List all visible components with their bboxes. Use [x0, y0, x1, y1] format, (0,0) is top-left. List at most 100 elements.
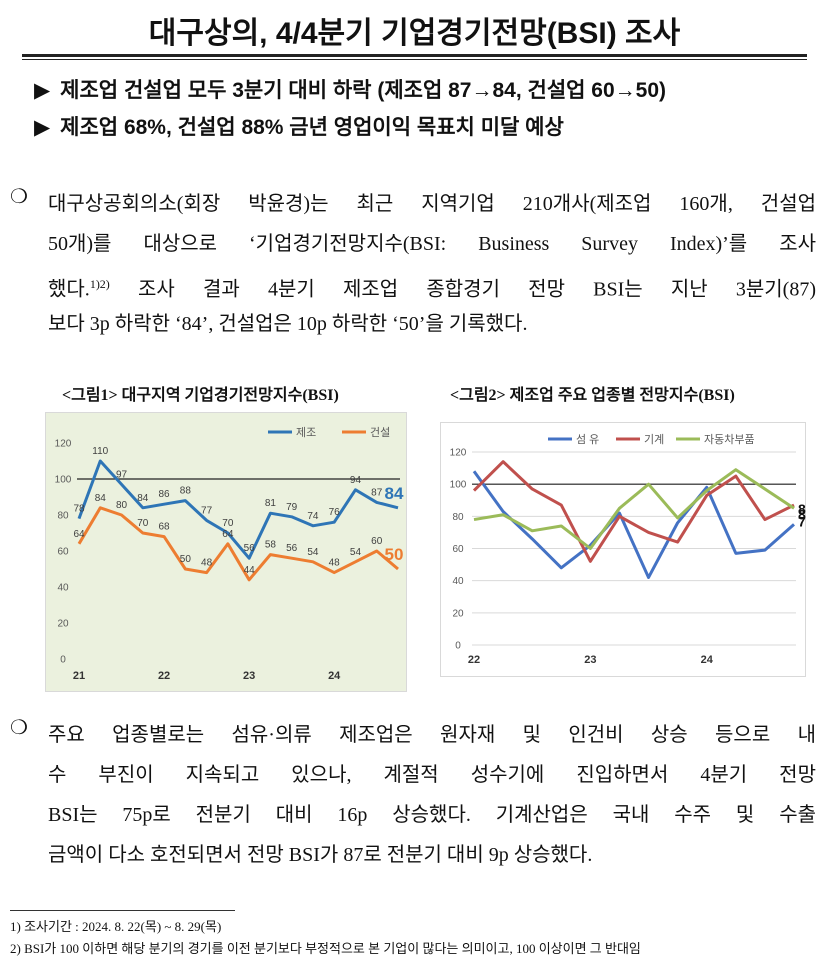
- series-line: [472, 470, 795, 579]
- data-label: 79: [286, 502, 298, 513]
- marker: ❍: [10, 186, 28, 208]
- chart-background: [45, 412, 407, 692]
- data-label: 78: [73, 504, 85, 515]
- text-line: 수 부진이 지속되고 있으나, 계절적 성수기에 진입하면서 4분기 전망: [48, 764, 816, 786]
- text: 조사 결과 4분기 제조업 종합경기 전망 BSI는 지난 3분기(87): [109, 278, 816, 301]
- y-tick-label: 20: [57, 619, 69, 630]
- y-tick-label: 0: [455, 641, 461, 652]
- footnote-ref: 1)2): [89, 277, 110, 291]
- data-label: 54: [350, 547, 362, 558]
- data-label: 48: [329, 558, 341, 569]
- y-tick-label: 100: [55, 475, 72, 486]
- y-tick-label: 40: [57, 583, 69, 594]
- y-tick-label: 20: [452, 608, 464, 619]
- data-label: 80: [116, 500, 128, 511]
- text-line: 50개)를 대상으로 ‘기업경기전망지수(BSI: Business Surve…: [48, 233, 816, 255]
- x-tick-label: 24: [701, 654, 714, 666]
- data-label: 44: [244, 565, 256, 576]
- data-label: 74: [307, 511, 319, 522]
- data-label: 84: [137, 493, 149, 504]
- data-label: 87: [798, 501, 806, 517]
- data-label: 56: [286, 543, 298, 554]
- data-label: 48: [201, 558, 213, 569]
- data-label: 110: [92, 446, 108, 457]
- data-label: 60: [371, 536, 383, 547]
- bullet: ▶ 제조업 68%, 건설업 88% 금년 영업이익 목표치 미달 예상: [34, 111, 564, 141]
- data-label: 97: [116, 469, 128, 480]
- data-label: 64: [73, 529, 85, 540]
- chart-background: [440, 422, 806, 677]
- series-line: [473, 468, 795, 550]
- data-label: 76: [329, 507, 341, 518]
- data-label: 58: [265, 540, 277, 551]
- series-line: [77, 459, 399, 560]
- x-tick-label: 23: [243, 670, 255, 682]
- data-label: 50: [385, 545, 404, 564]
- marker: ▶: [34, 79, 51, 102]
- data-label: 87: [371, 487, 383, 498]
- x-tick-label: 21: [73, 670, 85, 682]
- title: 대구상의, 4/4분기 기업경기전망(BSI) 조사: [148, 17, 681, 50]
- x-tick-label: 22: [468, 654, 480, 666]
- paragraph: ❍ 대구상공회의소(회장 박윤경)는 최근 지역기업 210개사(제조업 160개…: [10, 184, 816, 344]
- y-tick-label: 60: [57, 547, 69, 558]
- series-line: [472, 460, 795, 563]
- data-label: 84: [95, 493, 107, 504]
- bullet-text: 제조업 건설업 모두 3분기 대비 하락 (제조업 87→84, 건설업 60→…: [60, 79, 666, 102]
- data-label: 50: [180, 554, 192, 565]
- legend-label: 건설: [370, 426, 390, 439]
- rule: [22, 59, 807, 60]
- data-label: 81: [265, 498, 277, 509]
- rule: [10, 910, 235, 911]
- data-label: 70: [137, 518, 149, 529]
- data-label: 75: [798, 513, 806, 529]
- y-tick-label: 80: [57, 511, 69, 522]
- y-tick-label: 60: [452, 544, 464, 555]
- chart-title: <그림2> 제조업 주요 업종별 전망지수(BSI): [450, 387, 735, 404]
- text-line: 대구상공회의소(회장 박윤경)는 최근 지역기업 210개사(제조업 160개,…: [48, 193, 816, 215]
- data-label: 88: [180, 486, 192, 497]
- y-tick-label: 40: [452, 576, 464, 587]
- y-tick-label: 120: [55, 439, 72, 450]
- rule: [22, 54, 807, 57]
- series-line: [77, 506, 399, 582]
- data-label: 56: [244, 543, 256, 554]
- marker: ▶: [34, 116, 51, 139]
- text-line: BSI는 75p로 전분기 대비 16p 상승했다. 기계산업은 국내 수주 및…: [48, 804, 816, 826]
- chart-title: <그림1> 대구지역 기업경기전망지수(BSI): [62, 387, 339, 404]
- y-tick-label: 0: [60, 655, 66, 666]
- legend-label: 섬 유: [576, 433, 599, 446]
- footnote: 1) 조사기간 : 2024. 8. 22(목) ~ 8. 29(목): [10, 919, 222, 934]
- chart: 0 20 40 60 80 100 120 22 23 24 75 섬 유 87 기계 85 자동차부품: [440, 422, 806, 677]
- text: 했다.: [48, 278, 90, 301]
- data-label: 70: [222, 518, 234, 529]
- text-line: 주요 업종별로는 섬유·의류 제조업은 원자재 및 인건비 상승 등으로 내: [48, 724, 816, 746]
- data-label: 85: [798, 506, 806, 522]
- y-tick-label: 80: [452, 512, 464, 523]
- data-label: 77: [201, 505, 213, 516]
- bullet-text: 제조업 68%, 건설업 88% 금년 영업이익 목표치 미달 예상: [60, 116, 564, 139]
- data-label: 54: [307, 547, 319, 558]
- chart: 0 20 40 60 80 100 120 21 22 23 24 78 110 97 84 86 88 77 70…: [45, 412, 407, 692]
- data-label: 86: [159, 489, 171, 500]
- footnote: 2) BSI가 100 이하면 해당 분기의 경기를 이전 분기보다 부정적으로…: [10, 941, 641, 956]
- text-line: 금액이 다소 호전되면서 전망 BSI가 87로 전분기 대비 9p 상승했다.: [48, 844, 593, 866]
- data-label: 64: [222, 529, 234, 540]
- text-line: 보다 3p 하락한 ‘84’, 건설업은 10p 하락한 ‘50’을 기록했다.: [48, 313, 528, 335]
- marker: ❍: [10, 717, 28, 739]
- bullet: ▶ 제조업 건설업 모두 3분기 대비 하락 (제조업 87→84, 건설업 60…: [34, 74, 666, 104]
- x-tick-label: 23: [584, 654, 596, 666]
- data-label: 94: [350, 475, 362, 486]
- y-tick-label: 100: [450, 480, 467, 491]
- x-tick-label: 24: [328, 670, 341, 682]
- data-label: 68: [159, 522, 171, 533]
- legend-label: 자동차부품: [704, 433, 755, 446]
- legend-label: 제조: [296, 426, 316, 439]
- data-label: 84: [385, 484, 404, 503]
- legend-label: 기계: [644, 433, 664, 446]
- x-tick-label: 22: [158, 670, 170, 682]
- text-line: 했다.1)2) 조사 결과 4분기 제조업 종합경기 전망 BSI는 지난 3분…: [48, 264, 816, 304]
- y-tick-label: 120: [450, 448, 467, 459]
